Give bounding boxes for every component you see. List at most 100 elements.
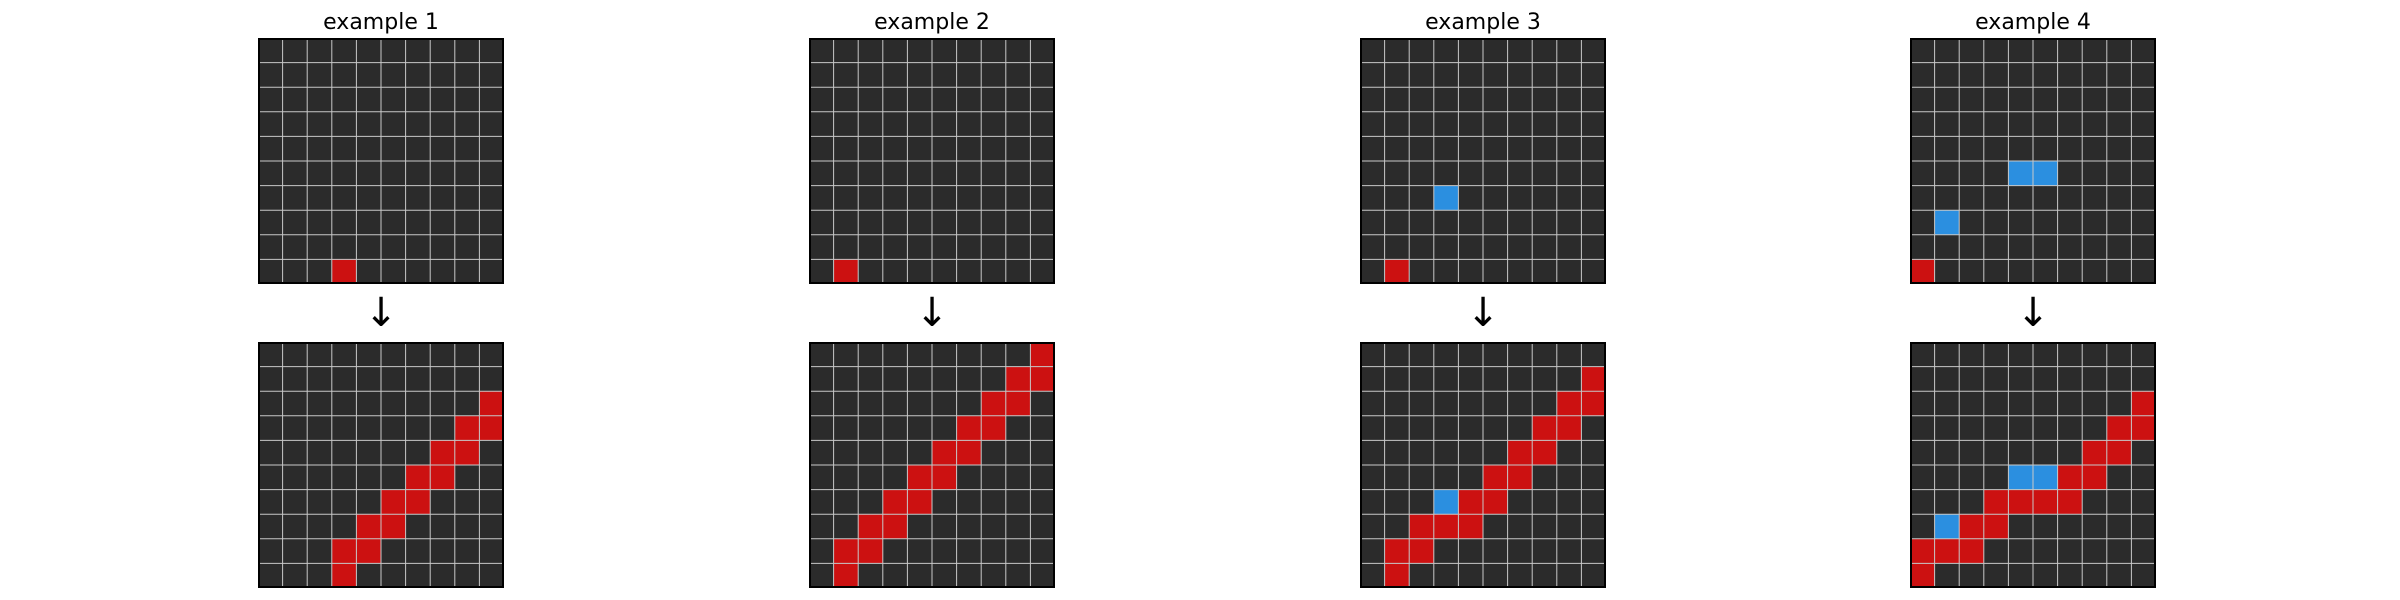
red-cell [2082,465,2107,490]
red-cell [1458,514,1483,539]
blue-cell [2033,465,2058,490]
red-cell [882,514,908,539]
red-cell [2057,465,2083,490]
red-cell [381,489,406,515]
red-cell [2057,489,2083,515]
red-cell [405,465,431,490]
red-cell [1384,259,1410,284]
red-cell [454,440,480,465]
output-grid [809,342,1055,588]
input-grid [1910,38,2156,284]
red-cell [2106,440,2132,465]
red-cell [405,489,431,515]
red-cell [1959,514,1984,539]
red-cell [1409,538,1434,564]
example-3: example 3 ↓ [1360,0,1606,600]
example-title: example 4 [1975,10,2091,35]
red-cell [907,489,932,515]
red-cell [1959,538,1984,564]
red-cell [1030,342,1055,367]
red-cell [1409,514,1434,539]
red-cell [1556,391,1582,416]
example-4: example 4 ↓ [1910,0,2156,600]
grid-border [809,342,1055,588]
output-grid [1360,342,1606,588]
red-cell [1532,440,1557,465]
red-cell [833,538,859,564]
grid-border [1910,38,2156,284]
blue-cell [2008,161,2033,186]
red-cell [932,465,957,490]
down-arrow-icon: ↓ [364,290,398,336]
red-cell [1483,489,1508,515]
red-cell [1556,415,1582,441]
red-cell [833,563,859,588]
red-cell [981,415,1006,441]
red-cell [331,259,357,284]
red-cell [479,415,504,441]
red-cell [2131,391,2156,416]
red-cell [381,514,406,539]
red-cell [932,440,957,465]
red-cell [331,538,357,564]
red-cell [1910,538,1935,564]
red-cell [956,440,982,465]
grid-border [1360,38,1606,284]
example-title: example 3 [1425,10,1541,35]
red-cell [1005,366,1031,392]
grid-border [258,38,504,284]
example-2: example 2 ↓ [809,0,1055,600]
grid-border [1360,342,1606,588]
down-arrow-icon: ↓ [1466,290,1500,336]
red-cell [1507,440,1533,465]
red-cell [858,538,883,564]
example-title: example 2 [874,10,990,35]
red-cell [2106,415,2132,441]
red-cell [430,440,455,465]
red-cell [956,415,982,441]
red-cell [1934,538,1960,564]
red-cell [1910,259,1935,284]
red-cell [1384,538,1410,564]
red-cell [882,489,908,515]
red-cell [1433,514,1459,539]
red-cell [2008,489,2033,515]
example-1: example 1 ↓ [258,0,504,600]
down-arrow-icon: ↓ [915,290,949,336]
red-cell [1983,514,2009,539]
down-arrow-icon: ↓ [2016,290,2050,336]
red-cell [2082,440,2107,465]
red-cell [833,259,859,284]
red-cell [1030,366,1055,392]
output-grid [1910,342,2156,588]
red-cell [430,465,455,490]
red-cell [331,563,357,588]
input-grid [809,38,1055,284]
red-cell [1005,391,1031,416]
blue-cell [1433,489,1459,515]
example-title: example 1 [323,10,439,35]
red-cell [454,415,480,441]
red-cell [1384,563,1410,588]
red-cell [479,391,504,416]
input-grid [258,38,504,284]
grid-border [1910,342,2156,588]
input-grid [1360,38,1606,284]
blue-cell [2008,465,2033,490]
red-cell [981,391,1006,416]
red-cell [2131,415,2156,441]
grid-border [809,38,1055,284]
red-cell [1507,465,1533,490]
red-cell [1983,489,2009,515]
output-grid [258,342,504,588]
red-cell [2033,489,2058,515]
red-cell [907,465,932,490]
red-cell [1458,489,1483,515]
blue-cell [2033,161,2058,186]
blue-cell [1934,514,1960,539]
red-cell [1581,391,1606,416]
blue-cell [1934,210,1960,235]
red-cell [1483,465,1508,490]
red-cell [1532,415,1557,441]
red-cell [858,514,883,539]
